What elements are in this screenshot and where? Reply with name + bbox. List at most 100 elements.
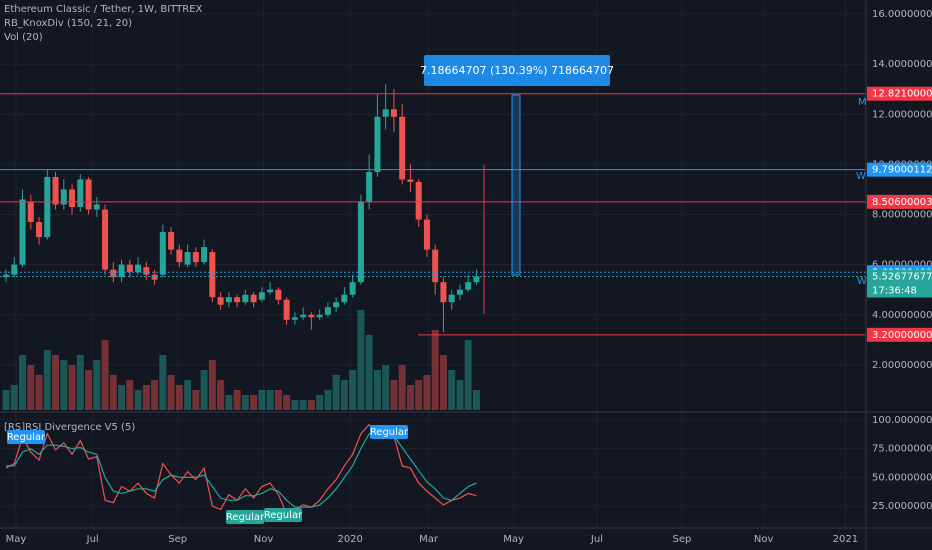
price-badge-label: 12.82100000 xyxy=(872,89,932,100)
volume-bar xyxy=(283,395,291,410)
volume-bar xyxy=(68,365,76,410)
x-tick-label: Nov xyxy=(754,534,774,545)
annotation-label: Regular xyxy=(7,432,46,443)
candle-body xyxy=(374,116,381,172)
candle-body xyxy=(407,179,414,182)
candle-body xyxy=(19,199,26,265)
candle-body xyxy=(27,201,34,223)
volume-bar xyxy=(357,310,365,410)
marker: W xyxy=(857,276,867,287)
volume-bar xyxy=(382,365,390,410)
measure-label: 7.18664707 (130.39%) 718664707 xyxy=(420,64,614,77)
volume-bar xyxy=(299,400,307,410)
y-tick-label: 50.00000000 xyxy=(872,472,932,483)
annotation-box xyxy=(226,510,264,524)
candle-body xyxy=(473,276,480,283)
annotation-box xyxy=(7,430,45,444)
candle-body xyxy=(448,294,455,303)
volume-bar xyxy=(250,395,258,410)
measure-range xyxy=(511,94,521,276)
volume-bar xyxy=(415,380,423,410)
volume-bar xyxy=(10,385,18,410)
volume-bar xyxy=(200,370,208,410)
countdown-badge xyxy=(867,283,932,298)
x-tick-label: Mar xyxy=(419,534,439,545)
volume-bar xyxy=(423,375,431,410)
x-tick-label: Sep xyxy=(673,534,692,545)
volume-bar xyxy=(258,390,266,410)
volume-bar xyxy=(225,395,233,410)
candle-body xyxy=(415,181,422,220)
candle-body xyxy=(85,179,92,210)
candle-body xyxy=(52,176,59,205)
candle-body xyxy=(77,179,84,208)
candle-body xyxy=(267,289,274,293)
x-tick-label: 2020 xyxy=(337,534,362,545)
price-badge xyxy=(867,162,932,177)
volume-bar xyxy=(472,390,480,410)
candle-body xyxy=(432,249,439,283)
price-badge-label: 8.50600003 xyxy=(872,197,932,208)
candle-body xyxy=(36,222,43,238)
candle-body xyxy=(135,264,142,273)
rsi-title: [RS]RSI Divergence V5 (5) xyxy=(4,422,135,433)
volume-bar xyxy=(159,355,167,410)
candle-body xyxy=(217,297,224,305)
candle-body xyxy=(192,252,199,263)
chart-title: Ethereum Classic / Tether, 1W, BITTREX xyxy=(4,4,203,15)
volume-bar xyxy=(439,355,447,410)
y-tick-label: 25.00000000 xyxy=(872,501,932,512)
candle-body xyxy=(258,292,265,300)
volume-bar xyxy=(464,340,472,410)
volume-bar xyxy=(307,400,315,410)
volume-bar xyxy=(35,375,43,410)
measure-box xyxy=(424,55,610,86)
volume-bar xyxy=(217,380,225,410)
price-badge xyxy=(867,269,932,284)
indicator-label: RB_KnoxDiv (150, 21, 20) xyxy=(4,18,132,29)
candle-body xyxy=(126,264,133,273)
volume-bar xyxy=(175,385,183,410)
candle-body xyxy=(357,201,364,283)
y-tick-label: 4.00000000 xyxy=(872,310,932,321)
candle-body xyxy=(390,109,397,117)
price-badge-label: 3.20000000 xyxy=(872,330,932,341)
indicator-label: Vol (20) xyxy=(4,32,43,43)
annotation-label: Regular xyxy=(370,427,409,438)
volume-bar xyxy=(365,335,373,410)
volume-bar xyxy=(27,365,35,410)
candle-body xyxy=(333,302,340,308)
x-tick-label: 2021 xyxy=(833,534,858,545)
x-tick-label: Sep xyxy=(168,534,187,545)
candle-body xyxy=(341,294,348,303)
price-badge-label: 9.79000112 xyxy=(872,165,932,176)
volume-bar xyxy=(167,375,175,410)
volume-bar xyxy=(406,385,414,410)
annotation-box xyxy=(370,425,408,439)
volume-bar xyxy=(19,355,27,410)
candle-body xyxy=(225,297,232,303)
candle-body xyxy=(151,274,158,280)
volume-bar xyxy=(431,330,439,410)
volume-bar xyxy=(208,360,216,410)
x-tick-label: Nov xyxy=(254,534,274,545)
volume-bar xyxy=(332,375,340,410)
candle-body xyxy=(201,247,208,263)
candle-body xyxy=(102,209,109,270)
candle-body xyxy=(382,109,389,117)
volume-bar xyxy=(43,350,51,410)
candle-body xyxy=(176,249,183,263)
volume-bar xyxy=(142,385,150,410)
price-badge xyxy=(867,86,932,101)
annotation-label: Regular xyxy=(264,510,303,521)
volume-bar xyxy=(274,390,282,410)
marker: M xyxy=(858,97,867,108)
volume-bar xyxy=(101,340,109,410)
candle-body xyxy=(143,267,150,275)
candle-body xyxy=(44,176,51,238)
rsi-line xyxy=(6,433,477,508)
annotation-box xyxy=(264,508,302,522)
annotation-label: Regular xyxy=(226,512,265,523)
y-tick-label: 6.00000000 xyxy=(872,260,932,271)
price-badge xyxy=(867,194,932,209)
